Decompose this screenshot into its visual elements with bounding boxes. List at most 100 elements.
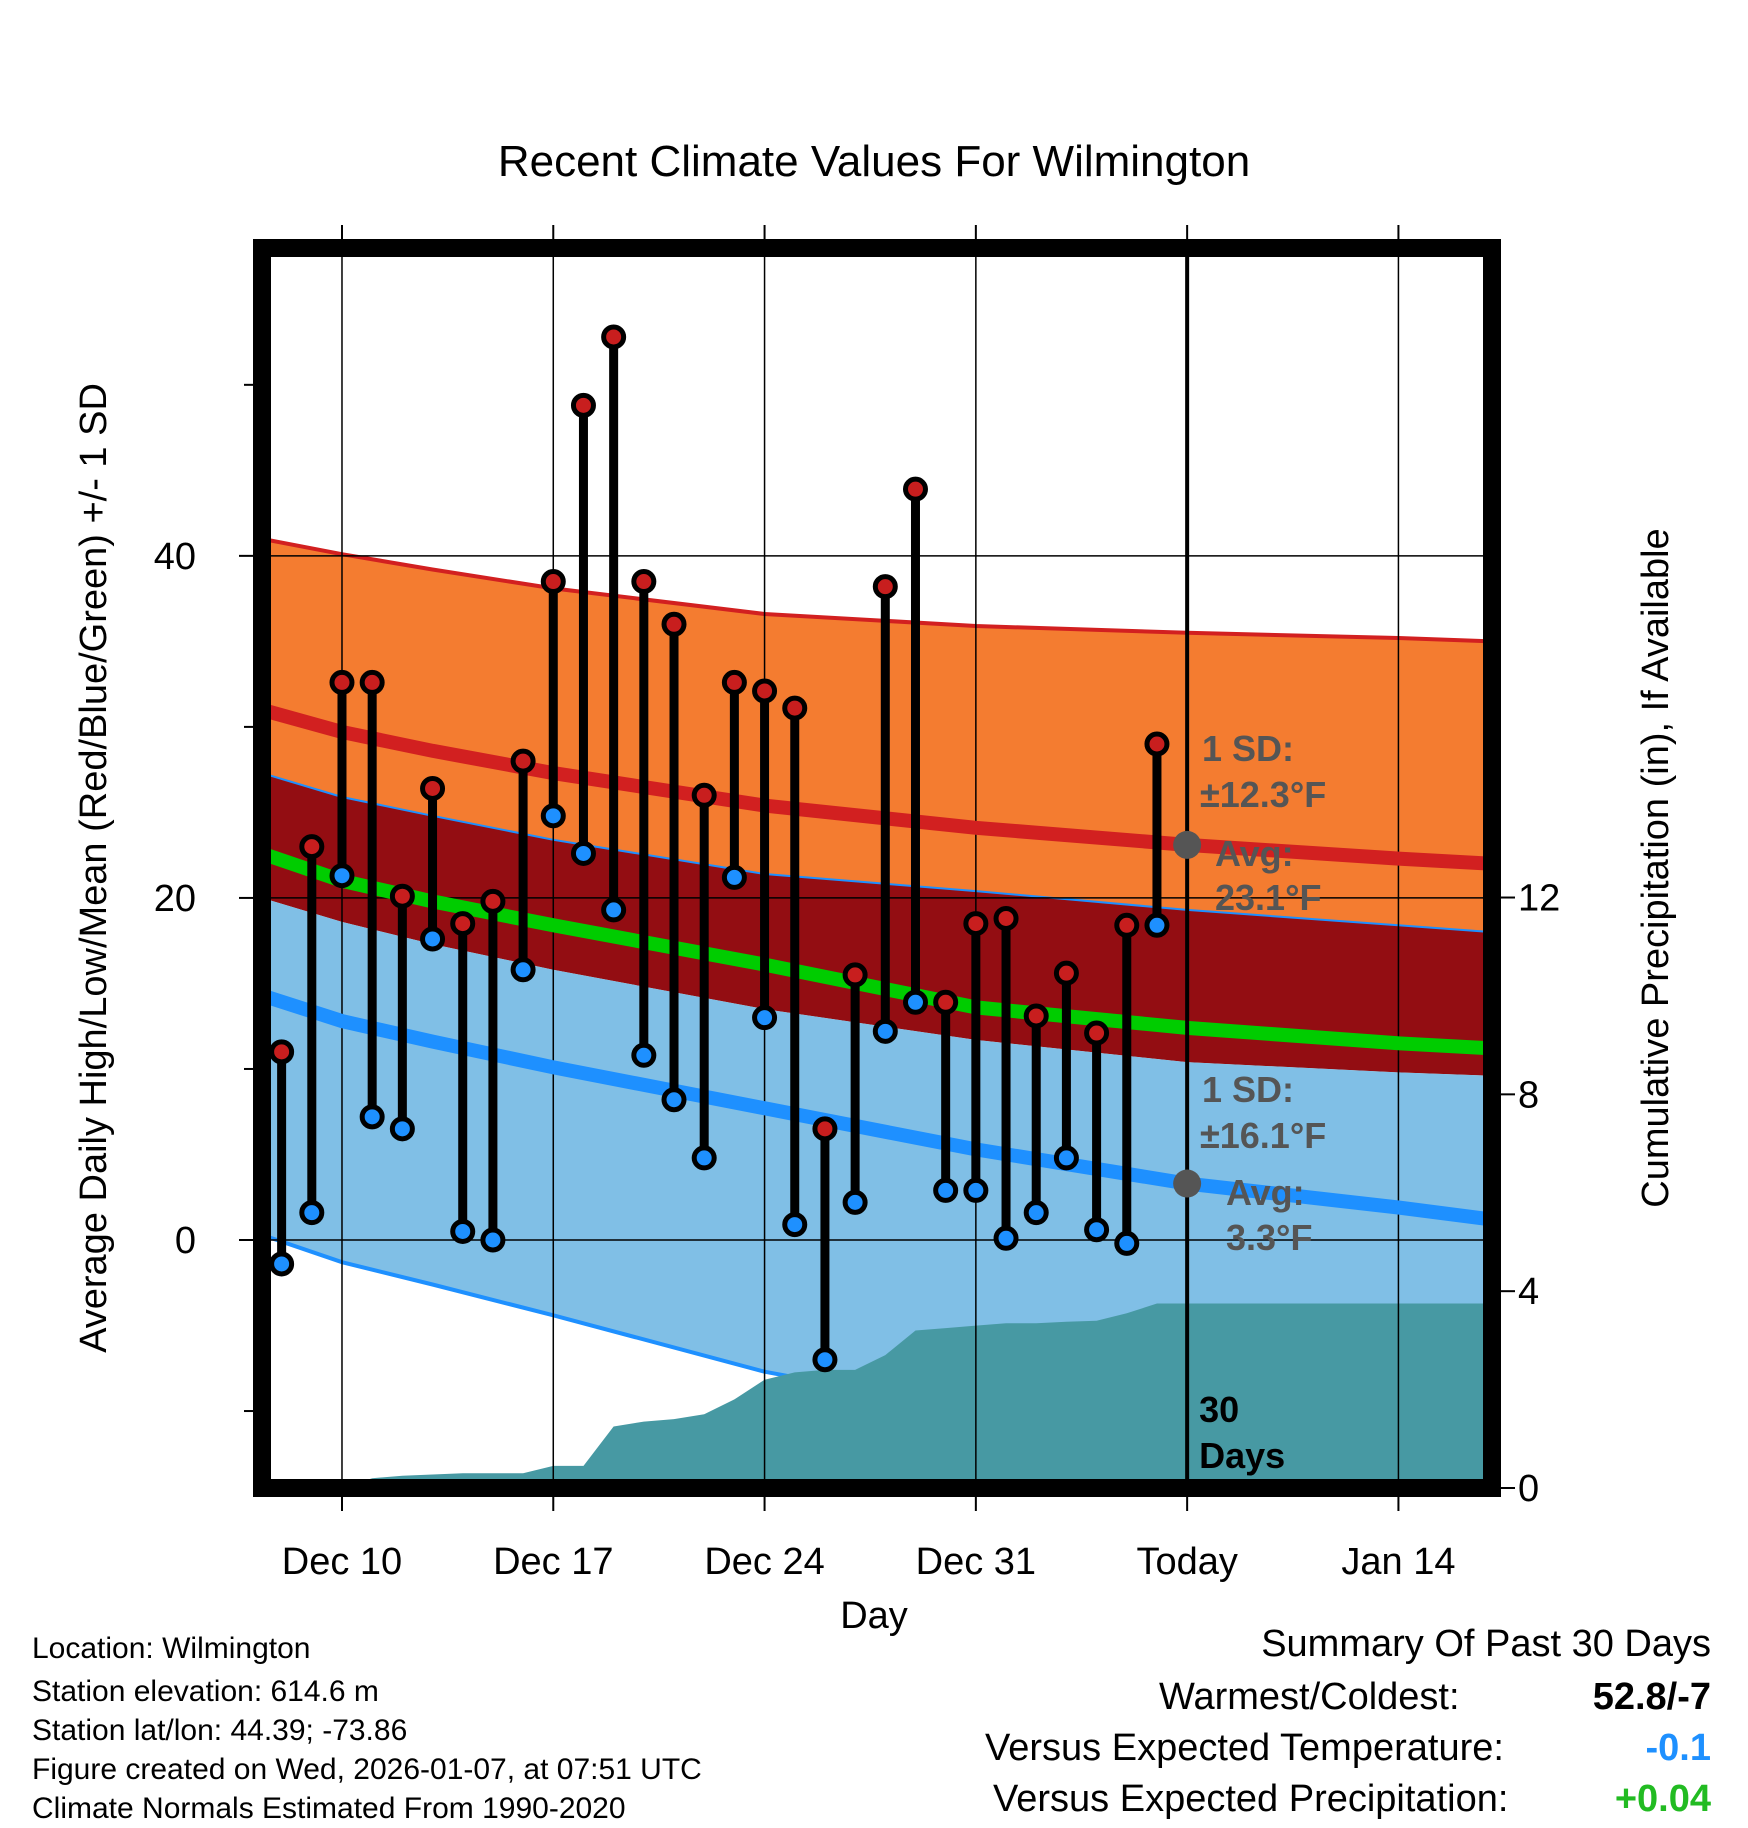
- high-sd-value: ±12.3°F: [1200, 774, 1326, 815]
- daily-low-point: [570, 840, 596, 866]
- plot-frame: [253, 239, 1501, 1497]
- low-sd-label: 1 SD:: [1202, 1069, 1294, 1110]
- footer-latlon: Station lat/lon: 44.39; -73.86: [32, 1714, 408, 1747]
- x-tick-label: Today: [1136, 1541, 1237, 1583]
- daily-high-point: [993, 905, 1019, 931]
- summary-temp-value: -0.1: [1645, 1727, 1711, 1769]
- daily-high-point: [812, 1116, 838, 1142]
- daily-low-point: [510, 957, 536, 983]
- daily-high-point: [389, 883, 415, 909]
- daily-high-point: [1023, 1003, 1049, 1029]
- x-tick-label: Jan 14: [1341, 1541, 1455, 1583]
- summary-temp-label: Versus Expected Temperature:: [985, 1727, 1504, 1769]
- daily-low-point: [329, 863, 355, 889]
- x-axis-label: Day: [840, 1595, 908, 1637]
- y2-tick-label: 12: [1518, 878, 1560, 920]
- daily-low-point: [661, 1087, 687, 1113]
- daily-high-point: [299, 834, 325, 860]
- daily-high-point: [480, 888, 506, 914]
- daily-low-point: [631, 1042, 657, 1068]
- summary-title: Summary Of Past 30 Days: [1261, 1623, 1711, 1665]
- daily-high-point: [933, 989, 959, 1015]
- footer-elevation: Station elevation: 614.6 m: [32, 1675, 379, 1708]
- footer-location: Location: Wilmington: [32, 1632, 311, 1665]
- daily-high-point: [631, 569, 657, 595]
- daily-high-point: [601, 324, 627, 350]
- high-sd-label: 1 SD:: [1202, 728, 1294, 769]
- daily-high-point: [842, 962, 868, 988]
- daily-low-point: [480, 1227, 506, 1253]
- daily-low-point: [420, 926, 446, 952]
- daily-high-point: [691, 782, 717, 808]
- daily-high-point: [540, 569, 566, 595]
- daily-high-point: [1144, 731, 1170, 757]
- daily-high-point: [450, 911, 476, 937]
- summary-precip-label: Versus Expected Precipitation:: [993, 1778, 1509, 1820]
- daily-low-point: [601, 897, 627, 923]
- daily-high-point: [359, 669, 385, 695]
- daily-low-point: [1114, 1230, 1140, 1256]
- y-tick-label: 20: [154, 878, 196, 920]
- x-tick-label: Dec 24: [704, 1541, 824, 1583]
- low-avg-marker: [1173, 1169, 1202, 1198]
- daily-low-point: [1053, 1145, 1079, 1171]
- x-tick-label: Dec 17: [493, 1541, 613, 1583]
- daily-low-point: [752, 1005, 778, 1031]
- precip-area: [342, 1303, 1492, 1488]
- high-avg-marker: [1173, 830, 1202, 859]
- daily-high-point: [1114, 912, 1140, 938]
- daily-high-point: [661, 611, 687, 637]
- daily-low-point: [450, 1218, 476, 1244]
- daily-low-point: [1084, 1217, 1110, 1243]
- low-avg-label: Avg:: [1226, 1172, 1305, 1213]
- daily-high-point: [721, 669, 747, 695]
- overlap-band: [262, 773, 1492, 1076]
- daily-low-point: [842, 1189, 868, 1215]
- low-sd-value: ±16.1°F: [1200, 1115, 1326, 1156]
- chart-title: Recent Climate Values For Wilmington: [498, 137, 1250, 186]
- today-window-label-unit: Days: [1199, 1435, 1285, 1476]
- summary-warm-cold-value: 52.8/-7: [1592, 1676, 1711, 1718]
- daily-low-point: [963, 1177, 989, 1203]
- summary-warm-cold-label: Warmest/Coldest:: [1159, 1676, 1460, 1718]
- y-axis-label: Average Daily High/Low/Mean (Red/Blue/Gr…: [73, 383, 115, 1353]
- footer-created: Figure created on Wed, 2026-01-07, at 07…: [32, 1753, 702, 1786]
- daily-low-point: [540, 803, 566, 829]
- high-avg-label: Avg:: [1215, 833, 1294, 874]
- daily-low-point: [902, 989, 928, 1015]
- daily-high-point: [963, 911, 989, 937]
- daily-high-point: [902, 476, 928, 502]
- daily-low-point: [872, 1018, 898, 1044]
- today-window-label: 30: [1199, 1389, 1239, 1430]
- x-tick-label: Dec 31: [916, 1541, 1036, 1583]
- daily-low-point: [993, 1225, 1019, 1251]
- daily-high-point: [269, 1039, 295, 1065]
- daily-high-point: [1053, 960, 1079, 986]
- summary-precip-value: +0.04: [1614, 1778, 1711, 1820]
- daily-low-point: [269, 1251, 295, 1277]
- footer-normals: Climate Normals Estimated From 1990-2020: [32, 1792, 626, 1825]
- y-tick-label: 40: [154, 536, 196, 578]
- y2-axis-label: Cumulative Precipitation (in), If Availa…: [1635, 528, 1677, 1207]
- low-avg-value: 3.3°F: [1226, 1217, 1312, 1258]
- daily-low-point: [812, 1347, 838, 1373]
- high-avg-value: 23.1°F: [1215, 877, 1321, 918]
- daily-high-point: [782, 695, 808, 721]
- daily-low-point: [933, 1177, 959, 1203]
- y2-tick-label: 4: [1518, 1271, 1539, 1313]
- x-tick-label: Dec 10: [282, 1541, 402, 1583]
- daily-low-point: [389, 1116, 415, 1142]
- y2-tick-label: 0: [1518, 1468, 1539, 1510]
- daily-low-point: [299, 1200, 325, 1226]
- daily-low-point: [359, 1104, 385, 1130]
- daily-low-point: [1023, 1200, 1049, 1226]
- daily-high-point: [510, 748, 536, 774]
- daily-low-point: [691, 1145, 717, 1171]
- daily-low-point: [721, 864, 747, 890]
- daily-high-point: [329, 669, 355, 695]
- y-tick-label: 0: [175, 1220, 196, 1262]
- daily-low-point: [782, 1212, 808, 1238]
- y2-tick-label: 8: [1518, 1074, 1539, 1116]
- daily-low-point: [1144, 912, 1170, 938]
